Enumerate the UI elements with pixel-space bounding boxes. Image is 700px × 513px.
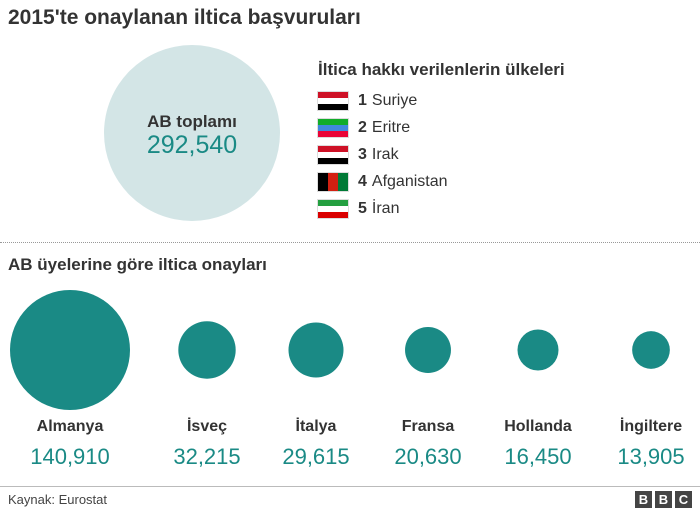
member-bubble-chart [10,290,670,410]
bubble-category-label: İtalya [295,418,337,435]
bubble-value-label: 140,910 [30,444,110,469]
afghanistan-flag-icon [318,172,348,191]
section-divider [0,242,700,243]
country-rank: 5 [358,199,367,217]
source-note: Kaynak: Eurostat [8,492,107,507]
country-name: İran [371,199,400,217]
country-row-5: 5 İran [318,195,448,222]
footer-divider [0,486,700,487]
bubble-category-label: İsveç [186,418,228,435]
bubble-value-label: 29,615 [282,444,350,469]
top-countries-list: 1 Suriye 2 Eritre 3 Irak 4 Afganistan 5 … [318,87,448,222]
iran-flag-icon [318,199,348,218]
country-rank: 2 [358,118,367,136]
bubble-1 [10,290,130,410]
bubble-6 [632,331,670,369]
eu-total-label: AB toplamı [147,112,237,131]
bubble-5 [517,329,559,371]
bubble-value-label: 32,215 [173,444,241,469]
eu-total-value: 292,540 [146,131,238,159]
top-countries-title: İltica hakkı verilenlerin ülkeleri [318,60,565,79]
country-rank: 3 [358,145,367,163]
bubble-category-label: Hollanda [504,418,572,435]
bubble-2 [178,321,236,379]
bubble-value-label: 16,450 [504,444,572,469]
country-row-1: 1 Suriye [318,87,448,114]
bubble-4 [405,327,451,373]
bubble-category-label: Fransa [401,418,455,435]
country-row-2: 2 Eritre [318,114,448,141]
country-row-4: 4 Afganistan [318,168,448,195]
bubble-category-label: Almanya [36,418,104,435]
country-name: Suriye [371,91,418,109]
iraq-flag-icon [318,145,348,164]
bubble-3 [288,322,344,378]
members-title: AB üyelerine göre iltica onayları [8,255,267,274]
bbc-logo: B B C [635,491,692,508]
page-title: 2015'te onaylanan iltica başvuruları [8,6,361,29]
eu-total-bubble: AB toplamı 292,540 [104,45,280,221]
eritrea-flag-icon [318,118,348,137]
country-rank: 1 [358,91,367,109]
bubble-value-label: 20,630 [394,444,462,469]
bubble-value-label: 13,905 [617,444,685,469]
syria-flag-icon [318,91,348,110]
country-name: Eritre [371,118,411,136]
country-rank: 4 [358,172,367,190]
bubble-category-label: İngiltere [619,418,683,435]
country-name: Irak [371,145,399,163]
country-name: Afganistan [371,172,448,190]
country-row-3: 3 Irak [318,141,448,168]
